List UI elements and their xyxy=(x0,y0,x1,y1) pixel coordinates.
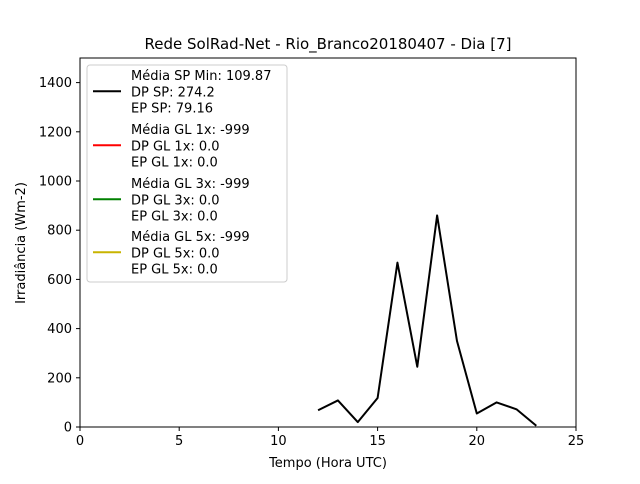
x-tick-label: 25 xyxy=(568,434,585,449)
legend-entry-text: Média SP Min: 109.87 xyxy=(131,69,271,84)
x-axis-label: Tempo (Hora UTC) xyxy=(268,456,387,471)
y-axis-label: Irradiância (Wm-2) xyxy=(14,182,29,304)
chart-title: Rede SolRad-Net - Rio_Branco20180407 - D… xyxy=(145,35,512,54)
legend-entry-text: Média GL 5x: -999 xyxy=(131,230,250,245)
y-tick-label: 200 xyxy=(47,371,72,386)
legend-entry-text: DP GL 5x: 0.0 xyxy=(131,246,220,261)
x-tick-label: 20 xyxy=(469,434,486,449)
legend-entry-text: EP GL 1x: 0.0 xyxy=(131,156,218,171)
legend-entry-text: EP GL 5x: 0.0 xyxy=(131,263,218,278)
y-tick-label: 1200 xyxy=(39,125,72,140)
legend-entry-text: DP GL 1x: 0.0 xyxy=(131,139,220,154)
legend-entry-text: EP SP: 79.16 xyxy=(131,102,213,117)
legend-entry-text: DP SP: 274.2 xyxy=(131,85,215,100)
y-tick-label: 400 xyxy=(47,322,72,337)
legend-entry-text: Média GL 1x: -999 xyxy=(131,123,250,138)
legend-entry-text: EP GL 3x: 0.0 xyxy=(131,210,218,225)
y-tick-label: 800 xyxy=(47,224,72,239)
y-tick-label: 600 xyxy=(47,273,72,288)
x-tick-label: 15 xyxy=(369,434,386,449)
y-tick-label: 1400 xyxy=(39,76,72,91)
y-tick-label: 0 xyxy=(64,421,72,436)
legend-entry-text: DP GL 3x: 0.0 xyxy=(131,193,220,208)
x-tick-label: 0 xyxy=(76,434,84,449)
legend-entry-text: Média GL 3x: -999 xyxy=(131,177,250,192)
y-tick-label: 1000 xyxy=(39,175,72,190)
x-tick-label: 10 xyxy=(270,434,287,449)
x-tick-label: 5 xyxy=(175,434,183,449)
